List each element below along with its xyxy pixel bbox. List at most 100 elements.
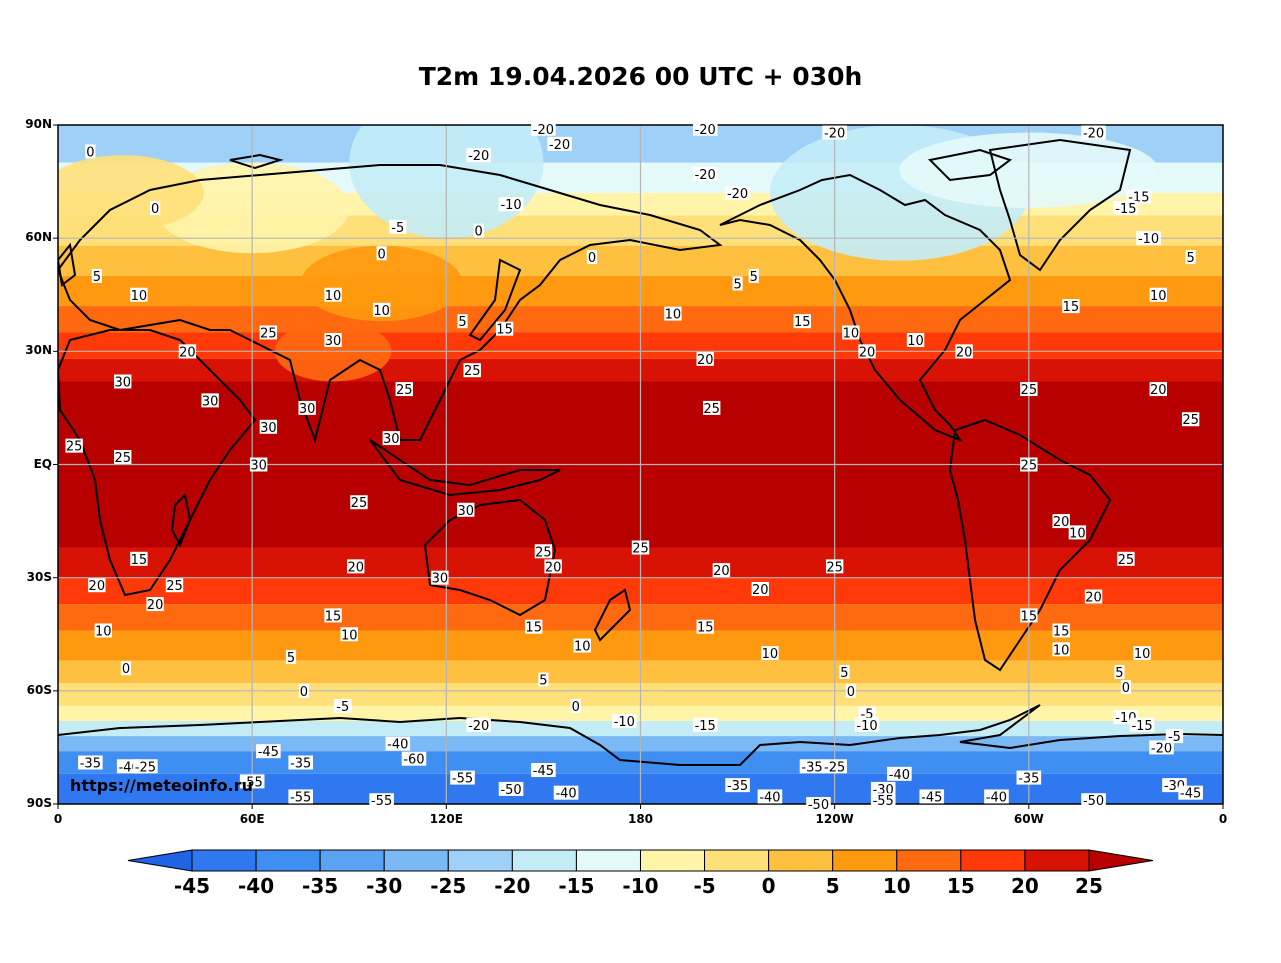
colorbar-level-label: -45 [173,874,211,898]
contour-label: 0 [1120,680,1132,696]
contour-label: -35 [78,755,103,772]
contour-label-text: -40 [555,787,576,802]
contour-label-text: 25 [1021,383,1038,398]
contour-label: 10 [664,306,682,323]
latitude-label: EQ [33,456,52,471]
contour-label: -10 [498,197,524,213]
contour-label-text: 5 [733,277,741,292]
contour-label-bg [259,419,278,434]
contour-label-bg [376,246,387,261]
contour-label-text: 25 [1118,553,1135,568]
contour-label: 0 [149,200,161,217]
contour-label: -10 [854,717,880,734]
contour-label-text: 25 [535,545,552,560]
contour-label-text: -55 [873,794,894,809]
contour-label-bg [466,717,491,732]
contour-label: 10 [842,325,860,341]
contour-label-bg [149,200,161,215]
contour-label-text: -25 [135,760,156,775]
contour-label-text: 30 [260,421,277,436]
contour-label-text: 5 [539,674,547,689]
contour-label-text: 20 [713,564,730,579]
contour-label-text: 30 [457,504,474,519]
contour-label-text: 10 [1053,643,1070,658]
contour-label-text: 20 [179,345,196,360]
contour-label-text: 10 [95,624,112,639]
contour-label-bg [525,619,543,634]
contour-label: 20 [858,344,876,360]
contour-label: 15 [793,314,812,330]
contour-label: 20 [712,563,731,579]
contour-label-bg [725,778,750,793]
contour-label-text: 0 [300,685,308,700]
contour-label-bg [1062,299,1080,314]
contour-label-text: 30 [432,572,449,587]
contour-label-bg [1068,525,1087,540]
contour-label-text: 0 [475,225,483,240]
contour-label-bg [631,540,650,555]
latitude-label: 60S [26,682,52,697]
contour-label: -40 [984,789,1009,805]
contour-label-text: -45 [533,764,554,779]
watermark-url[interactable]: https://meteoinfo.ru [70,776,253,795]
contour-label-bg [285,649,297,664]
arctic-archipelago-outline [927,148,1013,182]
contour-label-text: 25 [632,541,649,556]
contour-label-text: -40 [986,790,1007,805]
contour-label-text: 10 [325,289,342,304]
contour-label-bg [78,755,103,770]
contour-label: 25 [165,578,184,594]
contour-label-text: -50 [808,798,829,813]
contour-label: -45 [256,744,281,760]
contour-label-bg [91,268,102,283]
contour-label-text: -15 [1115,202,1136,217]
contour-label-text: 10 [762,647,779,662]
contour-label: 10 [340,627,358,643]
contour-label: 5 [748,268,759,285]
contour-label-text: 20 [859,345,876,360]
contour-label: -20 [692,121,718,138]
contour-label-text: 10 [1069,526,1086,541]
contour-label-bg [201,393,219,408]
colorbar-level-label: 20 [1010,874,1039,898]
contour-label-bg [1113,200,1139,215]
colorbar-level-label: 10 [882,874,911,898]
contour-label: -20 [822,125,847,142]
temperature-patch [58,155,204,231]
contour-label-bg [114,449,132,464]
contour-label-text: 25 [826,560,843,575]
contour-label: 10 [1052,642,1070,658]
contour-label-text: -10 [500,198,521,213]
contour-label: -50 [1081,793,1106,809]
contour-label-bg [858,706,876,721]
contour-label: 25 [534,544,553,560]
colorbar-segment [575,849,641,872]
contour-label-text: 5 [93,270,101,285]
contour-label-bg [324,287,342,302]
contour-label-bg [298,683,310,698]
australia-outline [423,498,557,617]
contour-label-text: 10 [574,640,591,655]
contour-label-bg [395,382,413,397]
contour-label: 20 [1084,589,1103,606]
contour-label-bg [1020,457,1038,472]
contour-label-bg [1081,793,1106,808]
colorbar-segment [1024,849,1090,872]
contour-label-text: 25 [66,440,83,455]
contour-label-text: 25 [166,579,183,594]
contour-label-bg [573,638,591,653]
contour-label-bg [761,646,779,661]
contour-label-bg [146,597,164,612]
colorbar-level-label: -25 [430,874,467,898]
contour-label-text: -35 [290,757,311,772]
contour-label-bg [114,374,132,389]
contour-label: -40 [385,736,411,753]
contour-label: 20 [544,559,562,575]
contour-label-bg [1081,125,1106,140]
contour-label-bg [324,333,342,348]
contour-label-bg [369,793,394,808]
contour-label-text: -20 [695,123,716,138]
contour-label-bg [955,344,973,359]
contour-label: -20 [547,136,572,153]
